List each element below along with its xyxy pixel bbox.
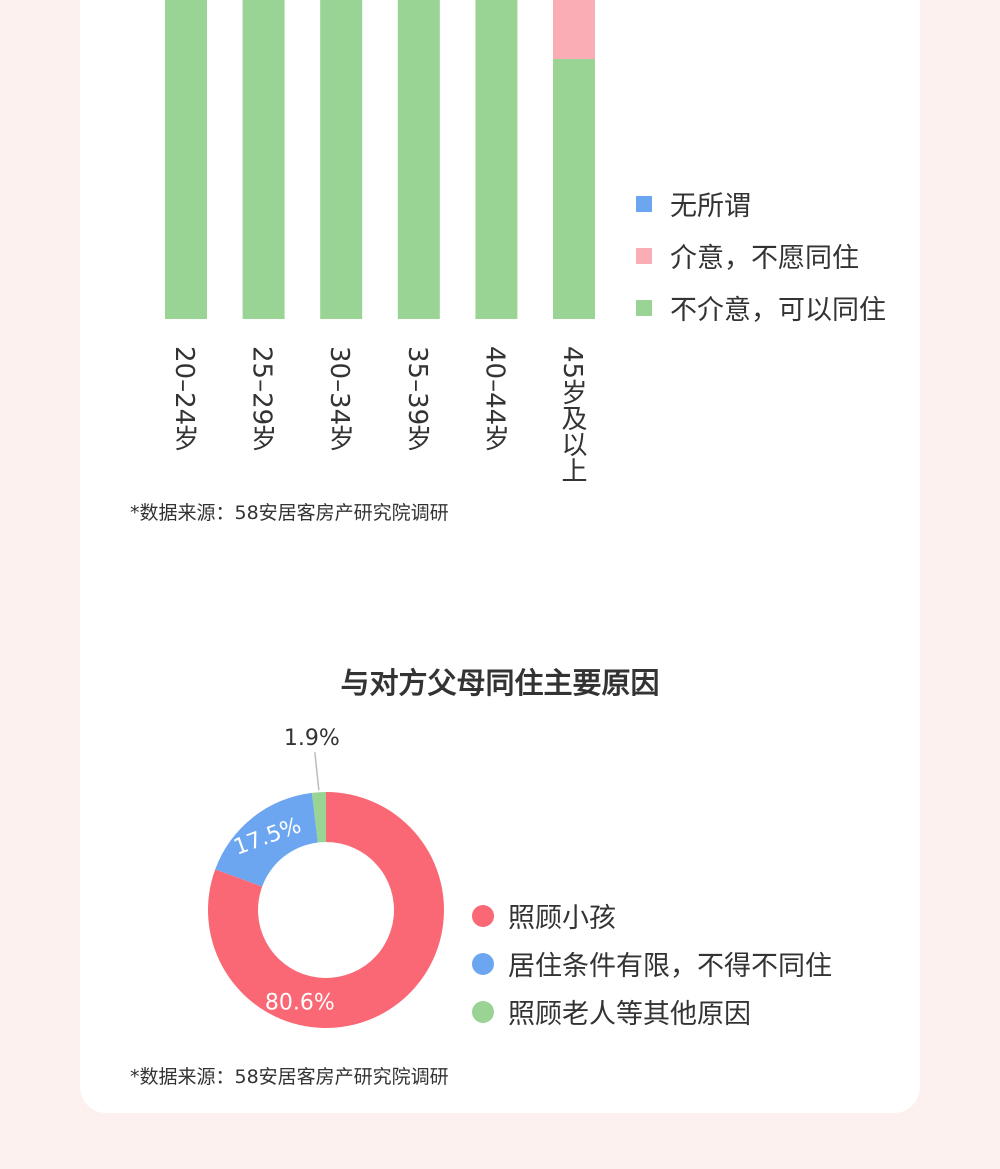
stacked-bar-chart (165, 0, 595, 319)
x-tick-label: 45岁及以上 (557, 346, 587, 484)
legend-item-childcare: 照顾小孩 (472, 896, 616, 935)
slice-leader-line (314, 752, 320, 791)
bar-source-note: *数据来源：58安居客房产研究院调研 (130, 502, 449, 524)
legend-label: 居住条件有限，不得不同住 (508, 951, 832, 982)
legend-label: 无所谓 (670, 191, 751, 222)
bar-segment-1-2 (242, 0, 285, 319)
donut-slice-3 (311, 792, 326, 843)
pie-title: 与对方父母同住主要原因 (340, 666, 660, 700)
legend-label: 不介意，可以同住 (670, 295, 886, 326)
bar-segment-2-6 (553, 0, 595, 59)
legend-item-mind: 介意，不愿同住 (636, 236, 859, 275)
legend-swatch (636, 247, 652, 264)
x-tick-label: 20–24岁 (169, 346, 199, 452)
bar-segment-1-4 (397, 0, 440, 319)
legend-swatch (636, 299, 652, 316)
legend-dot (472, 1000, 494, 1023)
slice-value-label: 1.9% (284, 726, 340, 751)
legend-item-dont-mind: 不介意，可以同住 (636, 288, 886, 327)
legend-item-housing: 居住条件有限，不得不同住 (472, 944, 832, 983)
x-tick-label: 30–34岁 (324, 346, 355, 452)
bar-segment-1-6 (553, 59, 595, 319)
x-tick-label: 25–29岁 (246, 346, 277, 452)
legend-label: 照顾老人等其他原因 (508, 999, 751, 1030)
legend-item-indifferent: 无所谓 (636, 184, 751, 223)
bar-segment-1-3 (320, 0, 363, 319)
legend-item-elder-care: 照顾老人等其他原因 (472, 992, 751, 1031)
x-tick-label: 35–39岁 (401, 346, 432, 452)
donut-chart: 80.6%17.5%1.9% (207, 726, 444, 1028)
donut-slice-1 (207, 792, 444, 1028)
legend-dot (472, 952, 494, 975)
legend-dot (472, 904, 494, 927)
donut-slice-2 (215, 792, 318, 887)
slice-value-label: 80.6% (265, 990, 335, 1015)
bar-segment-1-5 (475, 0, 518, 319)
x-tick-label: 40–44岁 (479, 346, 510, 452)
pie-source-note: *数据来源：58安居客房产研究院调研 (130, 1066, 449, 1088)
legend-swatch (636, 195, 652, 212)
bar-segment-1-1 (165, 0, 207, 319)
legend-label: 介意，不愿同住 (670, 243, 859, 274)
legend-label: 照顾小孩 (508, 903, 616, 934)
